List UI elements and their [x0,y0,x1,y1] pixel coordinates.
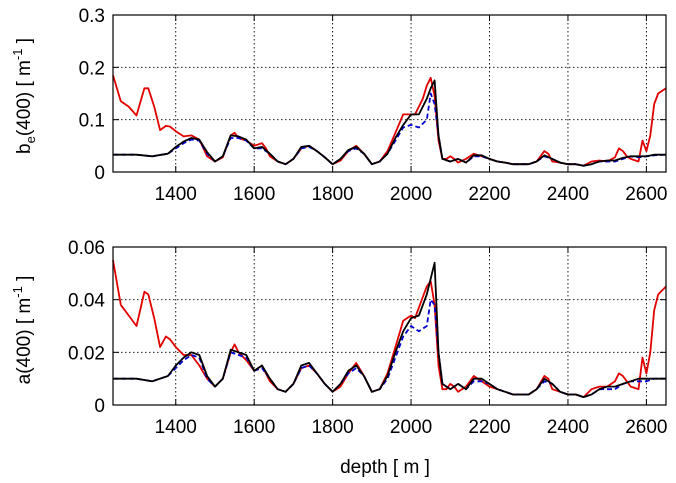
bottom-x-tick-label: 1400 [155,417,197,438]
top-x-tick-label: 1600 [233,184,275,205]
bottom-grid [113,247,666,405]
bottom-y-tick-label: 0.06 [68,238,105,259]
panel-bottom-a400: 1400 1600 1800 2000 2200 2400 2600 0 0.02 0.04 0.0… [10,238,668,478]
bottom-ylabel-sup: -1 [10,286,25,298]
bottom-y-tick-label: 0.02 [68,343,105,364]
top-series-line-3 [113,79,666,167]
x-axis-title: depth [ m ] [340,457,430,478]
bottom-x-tick-label: 1600 [233,417,275,438]
top-x-tick-label: 2000 [390,184,432,205]
bottom-y-axis-title: a(400) [ m-1 ] [10,276,35,385]
bottom-x-tick-label: 1800 [311,417,353,438]
top-series-line-1 [112,74,667,167]
bottom-ylabel-end: ] [14,276,35,287]
bottom-ylabel-main: a(400) [ m [14,298,35,385]
top-y-axis-title: be(400) [ m-1 ] [10,38,38,154]
top-plot-frame [112,14,667,173]
bottom-x-tick-label: 2000 [390,417,432,438]
bottom-plot-frame [112,246,667,406]
bottom-series-line-1 [112,260,667,399]
panel-top-be400: 1400 1600 1800 2000 2200 2400 2600 0 0.1 0.2 0.3 b… [10,6,668,205]
bottom-series-line-3 [113,261,666,399]
bottom-x-tick-label: 2600 [625,417,667,438]
bottom-x-tick-label: 2400 [547,417,589,438]
bottom-series [112,260,667,399]
top-ylabel-tail: (400) [ m [14,60,35,136]
top-grid [113,15,666,172]
top-x-tick-label: 1400 [155,184,197,205]
bottom-y-tick-label: 0 [94,396,105,417]
top-ylabel-sup: -1 [10,49,25,61]
bottom-y-tick-label: 0.04 [68,291,105,312]
top-ylabel-sub: e [23,136,38,143]
top-ylabel-main: b [14,143,35,154]
bottom-ticks: 1400 1600 1800 2000 2200 2400 2600 0 0.02 0.04 0.0… [68,238,668,438]
top-ticks: 1400 1600 1800 2000 2200 2400 2600 0 0.1 0.2 0.3 [79,6,668,205]
top-y-tick-label: 0.1 [79,111,105,132]
top-x-tick-label: 2600 [625,184,667,205]
top-x-tick-label: 2200 [468,184,510,205]
top-y-tick-label: 0.2 [79,58,105,79]
top-ylabel-end: ] [14,38,35,49]
top-series-line-2 [113,92,667,167]
bottom-series-line-2 [113,298,666,399]
top-y-tick-label: 0 [94,163,105,184]
bottom-x-tick-label: 2200 [468,417,510,438]
top-y-tick-label: 0.3 [79,6,105,27]
top-x-tick-label: 2400 [547,184,589,205]
top-series [112,74,667,167]
top-x-tick-label: 1800 [311,184,353,205]
